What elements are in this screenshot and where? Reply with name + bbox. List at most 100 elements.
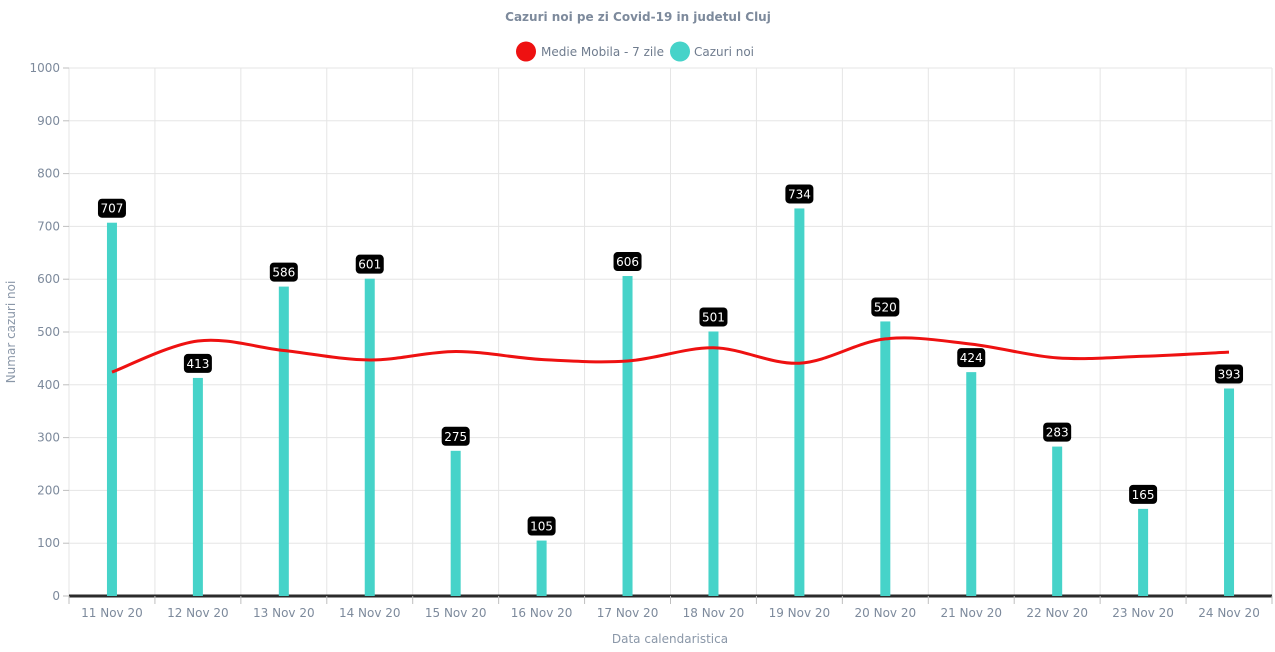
line-series — [111, 336, 1230, 374]
data-label-box — [871, 297, 900, 317]
data-label-text: 283 — [1046, 426, 1069, 440]
x-axis-title: Data calendaristica — [612, 632, 728, 646]
data-label-box — [613, 252, 642, 272]
x-tick-label: 17 Nov 20 — [597, 606, 659, 620]
data-label-box — [355, 254, 384, 274]
bar-new-cases[interactable] — [966, 372, 977, 596]
bar-new-cases[interactable] — [450, 450, 461, 596]
line-moving-average[interactable] — [111, 336, 1230, 374]
x-tick-label: 22 Nov 20 — [1026, 606, 1088, 620]
x-tick-label: 21 Nov 20 — [940, 606, 1002, 620]
x-axis-ticks: 11 Nov 20 12 Nov 20 13 Nov 20 14 Nov 20 15 N… — [68, 596, 1273, 620]
data-label: 501 — [699, 307, 728, 327]
data-label: 393 — [1215, 364, 1244, 384]
bar-series — [106, 208, 1235, 597]
x-tick-label: 23 Nov 20 — [1112, 606, 1174, 620]
y-tick-label: 700 — [37, 219, 60, 233]
data-label-text: 707 — [101, 202, 124, 216]
data-label: 165 — [1129, 484, 1158, 504]
bar-new-cases[interactable] — [278, 286, 289, 596]
x-tick-label: 19 Nov 20 — [769, 606, 831, 620]
y-tick-label: 900 — [37, 114, 60, 128]
data-label: 707 — [97, 198, 126, 218]
data-label-box — [1043, 422, 1072, 442]
y-tick-label: 800 — [37, 167, 60, 181]
data-label-box — [957, 348, 986, 368]
data-label-text: 165 — [1132, 488, 1155, 502]
y-axis-title: Numar cazuri noi — [4, 281, 18, 384]
data-label-box — [269, 262, 298, 282]
legend-new-cases-swatch — [670, 41, 690, 62]
bar-new-cases[interactable] — [364, 278, 375, 596]
data-label-box — [527, 516, 556, 536]
x-tick-label: 20 Nov 20 — [855, 606, 917, 620]
chart-title: Cazuri noi pe zi Covid-19 in judetul Clu… — [505, 10, 771, 24]
x-tick-label: 13 Nov 20 — [253, 606, 315, 620]
bar-new-cases[interactable] — [106, 222, 117, 597]
data-label: 520 — [871, 297, 900, 317]
data-label-text: 105 — [530, 520, 553, 534]
data-label: 105 — [527, 516, 556, 536]
data-label: 283 — [1043, 422, 1072, 442]
x-tick-label: 18 Nov 20 — [683, 606, 745, 620]
x-tick-label: 14 Nov 20 — [339, 606, 401, 620]
data-label: 601 — [355, 254, 384, 274]
data-label-text: 393 — [1218, 367, 1241, 381]
x-tick-label: 11 Nov 20 — [81, 606, 143, 620]
y-tick-label: 200 — [37, 483, 60, 497]
data-label-box — [1129, 484, 1158, 504]
bar-new-cases[interactable] — [794, 208, 805, 596]
y-axis-ticks: 0 100 200 300 400 500 600 700 800 900 1000 — [29, 61, 69, 603]
bar-new-cases[interactable] — [880, 321, 891, 596]
x-tick-label: 16 Nov 20 — [511, 606, 573, 620]
data-label-box — [183, 353, 212, 373]
y-tick-label: 500 — [37, 325, 60, 339]
data-label-text: 413 — [186, 357, 209, 371]
bar-new-cases[interactable] — [1138, 508, 1149, 596]
bar-new-cases[interactable] — [1224, 388, 1235, 596]
data-label: 413 — [183, 353, 212, 373]
data-label-box — [97, 198, 126, 218]
y-tick-label: 0 — [52, 589, 60, 603]
y-tick-label: 600 — [37, 272, 60, 286]
bar-new-cases[interactable] — [1052, 446, 1063, 596]
legend-moving-average-label: Medie Mobila - 7 zile — [541, 45, 664, 59]
data-label-text: 734 — [788, 187, 811, 201]
y-tick-label: 400 — [37, 378, 60, 392]
data-label-box — [699, 307, 728, 327]
data-labels: 707 413 586 601 275 105 606 501 734 520 424 283 165 3… — [97, 184, 1244, 536]
data-label-text: 601 — [358, 258, 381, 272]
data-label: 734 — [785, 184, 814, 204]
bar-new-cases[interactable] — [708, 331, 719, 596]
legend-item-moving-average[interactable]: Medie Mobila - 7 zile — [516, 41, 664, 62]
x-tick-label: 24 Nov 20 — [1198, 606, 1260, 620]
data-label-text: 520 — [874, 300, 897, 314]
y-tick-label: 300 — [37, 431, 60, 445]
data-label-text: 586 — [272, 266, 295, 280]
data-label-text: 424 — [960, 351, 983, 365]
legend-new-cases-label: Cazuri noi — [694, 45, 754, 59]
data-label-text: 606 — [616, 255, 639, 269]
legend-item-new-cases[interactable]: Cazuri noi — [670, 41, 754, 62]
data-label-text: 275 — [444, 430, 467, 444]
x-tick-label: 15 Nov 20 — [425, 606, 487, 620]
data-label-text: 501 — [702, 310, 725, 324]
grid — [68, 67, 1273, 598]
data-label: 606 — [613, 252, 642, 272]
data-label: 424 — [957, 348, 986, 368]
bar-new-cases[interactable] — [622, 276, 633, 596]
data-label-box — [785, 184, 814, 204]
x-tick-label: 12 Nov 20 — [167, 606, 229, 620]
data-label-box — [441, 426, 470, 446]
bar-new-cases[interactable] — [536, 540, 547, 596]
legend-moving-average-swatch — [516, 41, 536, 62]
bar-new-cases[interactable] — [192, 377, 203, 596]
data-label: 586 — [269, 262, 298, 282]
y-tick-label: 1000 — [29, 61, 60, 75]
legend: Medie Mobila - 7 zile Cazuri noi — [516, 41, 754, 62]
data-label: 275 — [441, 426, 470, 446]
y-tick-label: 100 — [37, 536, 60, 550]
data-label-box — [1215, 364, 1244, 384]
